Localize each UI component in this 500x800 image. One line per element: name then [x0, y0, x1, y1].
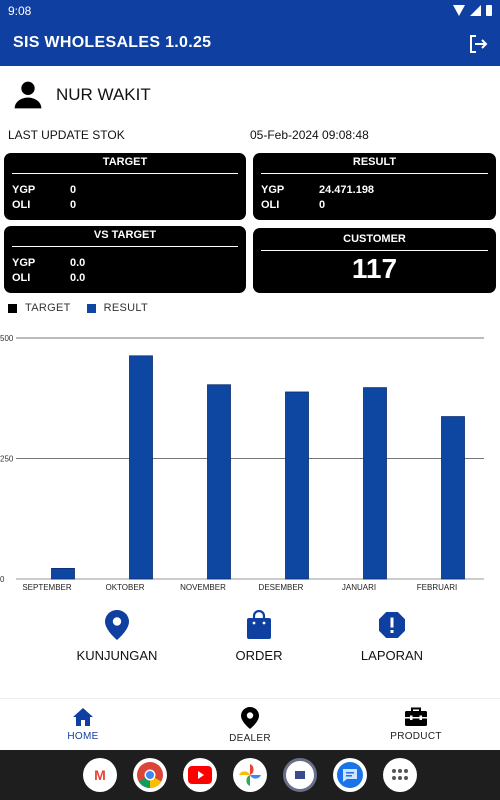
laporan-button[interactable]: LAPORAN [342, 610, 442, 663]
card-title: CUSTOMER [343, 233, 406, 245]
card-divider [261, 173, 488, 174]
card-row: OLI 0.0 [12, 272, 85, 284]
x-tick-label: NOVEMBER [180, 583, 226, 592]
location-icon [241, 707, 259, 729]
alert-octagon-icon [379, 612, 405, 638]
kunjungan-button[interactable]: KUNJUNGAN [67, 610, 167, 663]
x-tick-label: DESEMBER [259, 583, 304, 592]
gmail-glyph: M [94, 767, 106, 783]
card-row-key: YGP [12, 257, 36, 269]
legend-swatch-target [8, 303, 17, 313]
user-name: NUR WAKIT [56, 85, 151, 104]
card-row-key: YGP [261, 184, 285, 196]
bar-result [129, 355, 153, 580]
x-tick-label: JANUARI [342, 583, 376, 592]
card-divider [261, 250, 488, 251]
card-row: YGP 24.471.198 [261, 184, 374, 196]
card-row: OLI 0 [261, 199, 325, 211]
bar-chart: 0 250 500 SEPTEMBER OKTOBER NOVEMBER DESEMBER J… [0, 334, 484, 592]
app-bar: SIS WHOLESALES 1.0.25 [0, 22, 500, 66]
card-row-key: YGP [12, 184, 36, 196]
card-row-value: 0.0 [70, 257, 86, 269]
bottom-nav: HOME DEALER PRODUCT [0, 698, 500, 750]
customer-card: CUSTOMER 117 [253, 228, 496, 293]
stock-update-value: 05-Feb-2024 09:08:48 [250, 128, 369, 142]
card-row-value: 0.0 [70, 272, 86, 284]
chart-legend: TARGET RESULT [8, 302, 164, 314]
customer-count: 117 [351, 253, 398, 284]
status-icons [453, 5, 492, 16]
target-card: TARGET YGP 0 OLI 0 [4, 153, 246, 220]
nav-dealer[interactable]: DEALER [210, 707, 290, 744]
y-tick-label: 250 [0, 455, 14, 464]
result-card: RESULT YGP 24.471.198 OLI 0 [253, 153, 496, 220]
toolbox-icon [405, 707, 427, 726]
shopping-bag-icon [247, 610, 271, 639]
vs-target-card: VS TARGET YGP 0.0 OLI 0.0 [4, 226, 246, 293]
card-row-key: OLI [12, 272, 31, 284]
x-tick-label: OKTOBER [106, 583, 145, 592]
card-row: YGP 0 [12, 184, 76, 196]
stock-update-label: LAST UPDATE STOK [8, 128, 125, 142]
youtube-icon[interactable] [183, 758, 217, 792]
card-title: RESULT [352, 156, 397, 168]
nav-label: HOME [67, 731, 99, 742]
bar-result [363, 387, 387, 580]
x-tick-label: FEBRUARI [417, 583, 457, 592]
home-icon [73, 708, 93, 726]
card-divider [12, 173, 238, 174]
legend-swatch-result [86, 303, 96, 313]
chrome-icon[interactable] [133, 758, 167, 792]
order-button[interactable]: ORDER [209, 610, 309, 663]
battery-icon [486, 5, 492, 16]
card-row-value: 24.471.198 [319, 184, 375, 196]
messages-icon[interactable] [333, 758, 367, 792]
status-time: 9:08 [8, 4, 32, 18]
card-row-value: 0 [70, 184, 77, 196]
status-bar: 9:08 [0, 0, 500, 22]
launcher-dock: M [0, 750, 500, 800]
app-icon[interactable] [283, 758, 317, 792]
card-row-key: OLI [12, 199, 31, 211]
photos-icon[interactable] [233, 758, 267, 792]
y-tick-label: 0 [0, 575, 5, 584]
user-row: NUR WAKIT [12, 78, 151, 112]
card-row: OLI 0 [12, 199, 76, 211]
legend-label-target: TARGET [25, 302, 71, 314]
card-row-key: OLI [261, 199, 280, 211]
card-row-value: 0 [319, 199, 326, 211]
bar-result [285, 391, 309, 580]
nav-label: DEALER [229, 733, 271, 744]
action-label: ORDER [235, 648, 283, 663]
person-icon [14, 81, 42, 109]
action-label: LAPORAN [360, 648, 424, 663]
nav-label: PRODUCT [390, 731, 442, 742]
bar-result [51, 567, 75, 580]
wifi-icon [453, 5, 465, 16]
app-drawer-icon[interactable] [383, 758, 417, 792]
app-title: SIS WHOLESALES 1.0.25 [13, 34, 212, 51]
card-row-value: 0 [70, 199, 77, 211]
x-tick-label: SEPTEMBER [22, 583, 72, 592]
nav-product[interactable]: PRODUCT [376, 707, 456, 742]
cell-signal-icon [470, 5, 481, 16]
bar-result [207, 384, 231, 580]
bar-result [441, 416, 465, 580]
map-pin-icon [105, 610, 129, 640]
card-row: YGP 0.0 [12, 257, 85, 269]
card-title: VS TARGET [93, 229, 157, 241]
y-tick-label: 500 [0, 334, 14, 343]
action-label: KUNJUNGAN [76, 648, 158, 663]
legend-label-result: RESULT [103, 302, 148, 314]
logout-icon[interactable] [466, 32, 490, 56]
card-title: TARGET [102, 156, 148, 168]
nav-home[interactable]: HOME [43, 707, 123, 742]
card-divider [12, 246, 238, 247]
gmail-icon[interactable]: M [83, 758, 117, 792]
